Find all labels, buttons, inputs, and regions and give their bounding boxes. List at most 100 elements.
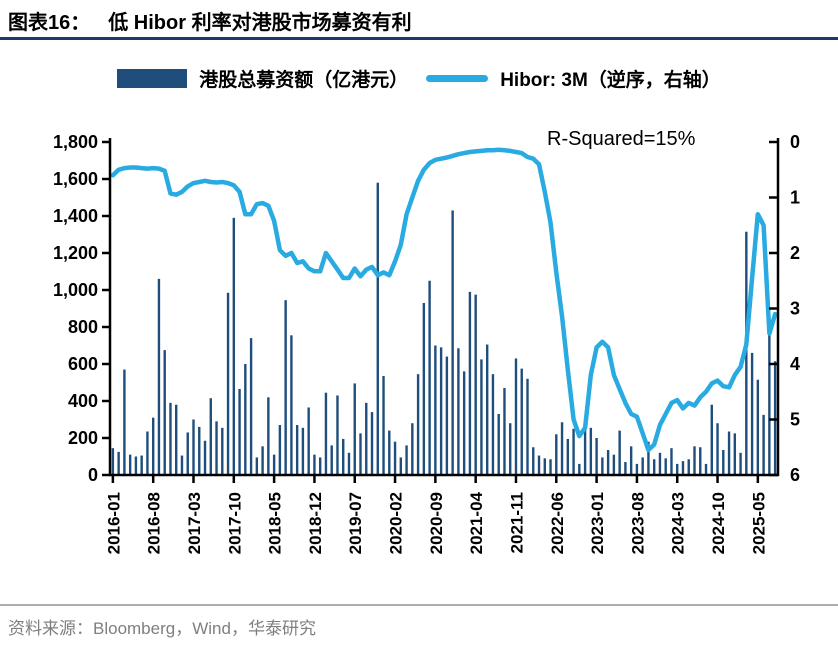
x-axis-tick-label: 2023-08 bbox=[628, 492, 647, 554]
fundraising-bar bbox=[359, 433, 362, 476]
fundraising-bar bbox=[370, 412, 374, 475]
fundraising-bar bbox=[543, 458, 546, 475]
fundraising-bar bbox=[134, 456, 138, 475]
fundraising-bar bbox=[290, 335, 293, 475]
legend-item-line-series: Hibor: 3M（逆序，右轴） bbox=[426, 65, 721, 92]
fundraising-bar bbox=[485, 344, 489, 475]
fundraising-bar bbox=[624, 462, 627, 475]
fundraising-bar bbox=[739, 452, 742, 475]
fundraising-bar bbox=[186, 432, 189, 475]
fundraising-bar bbox=[699, 447, 702, 475]
left-axis-tick-label: 1,800 bbox=[53, 132, 98, 152]
right-axis-tick-label: 0 bbox=[790, 132, 800, 152]
fundraising-bar bbox=[641, 457, 644, 475]
fundraising-bar bbox=[284, 300, 287, 475]
fundraising-bar bbox=[537, 455, 541, 475]
fundraising-bar bbox=[272, 454, 276, 475]
x-axis-tick-label: 2016-08 bbox=[145, 492, 164, 554]
x-axis-tick-label: 2022-06 bbox=[548, 492, 567, 554]
fundraising-bar bbox=[244, 364, 247, 475]
chart-title-row: 图表16： 低 Hibor 利率对港股市场募资有利 bbox=[0, 6, 838, 40]
fundraising-bar bbox=[226, 292, 230, 475]
fundraising-bar bbox=[330, 445, 333, 475]
fundraising-bar bbox=[658, 452, 662, 475]
fundraising-bar bbox=[198, 426, 201, 475]
x-axis-tick-label: 2023-01 bbox=[588, 492, 607, 554]
fundraising-bar bbox=[509, 423, 512, 475]
fundraising-bar bbox=[491, 374, 495, 475]
left-axis-tick-label: 200 bbox=[68, 428, 98, 448]
fundraising-bar bbox=[336, 395, 339, 475]
left-axis-tick-label: 400 bbox=[68, 391, 98, 411]
fundraising-bar bbox=[629, 446, 633, 475]
fundraising-bar bbox=[180, 455, 184, 475]
fundraising-bar bbox=[324, 392, 328, 475]
left-axis-tick-label: 800 bbox=[68, 317, 98, 337]
bar-series-swatch-icon bbox=[117, 68, 188, 88]
x-axis-tick-label: 2017-10 bbox=[225, 492, 244, 554]
fundraising-bar bbox=[773, 361, 777, 475]
fundraising-bar bbox=[451, 210, 454, 475]
fundraising-bar bbox=[203, 440, 207, 475]
x-axis-tick-label: 2025-05 bbox=[749, 492, 768, 554]
fundraising-bar bbox=[462, 371, 466, 475]
x-axis-tick-label: 2018-12 bbox=[306, 492, 325, 554]
fundraising-bar bbox=[468, 291, 472, 475]
left-axis-tick-label: 1,200 bbox=[53, 243, 98, 263]
left-axis-tick-label: 1,600 bbox=[53, 169, 98, 189]
line-series-swatch-icon bbox=[426, 74, 489, 82]
fundraising-bar bbox=[175, 404, 178, 475]
fundraising-bar bbox=[704, 463, 708, 475]
fundraising-bar bbox=[722, 450, 725, 475]
fundraising-bar bbox=[578, 463, 581, 475]
fundraising-bar bbox=[526, 378, 529, 475]
left-axis-tick-label: 0 bbox=[88, 465, 98, 485]
r-squared-annotation: R-Squared=15% bbox=[547, 128, 696, 150]
fundraising-bar bbox=[117, 451, 120, 476]
right-axis-tick-label: 1 bbox=[790, 188, 800, 208]
x-axis-tick-label: 2024-10 bbox=[709, 492, 728, 554]
fundraising-bar bbox=[278, 425, 282, 475]
fundraising-bar bbox=[750, 352, 754, 475]
fundraising-bar bbox=[664, 458, 667, 475]
fundraising-bar bbox=[693, 446, 696, 475]
fundraising-bar bbox=[445, 356, 449, 475]
fundraising-bar bbox=[249, 338, 253, 475]
fundraising-bar bbox=[635, 463, 639, 475]
fundraising-bar bbox=[128, 454, 132, 475]
fundraising-bar bbox=[606, 450, 610, 475]
fundraising-bar bbox=[457, 348, 460, 475]
chart-number-label: 图表16： bbox=[8, 12, 91, 34]
page-title: 低 Hibor 利率对港股市场募资有利 bbox=[108, 12, 412, 34]
fundraising-bar bbox=[514, 358, 518, 475]
fundraising-bar bbox=[347, 452, 351, 475]
fundraising-bar bbox=[474, 294, 477, 476]
fundraising-bar bbox=[710, 404, 713, 475]
left-axis-tick-label: 1,000 bbox=[53, 280, 98, 300]
hibor-line bbox=[110, 147, 778, 453]
fundraising-bar bbox=[318, 457, 322, 475]
fundraising-bar bbox=[768, 327, 771, 475]
fundraising-bar bbox=[428, 280, 431, 475]
fundraising-bar bbox=[762, 414, 765, 476]
line-series-label: Hibor: 3M（逆序，右轴） bbox=[500, 69, 721, 91]
fundraising-bar bbox=[589, 427, 593, 475]
fundraising-bar bbox=[549, 459, 552, 475]
right-axis-tick-label: 2 bbox=[790, 243, 800, 263]
right-axis-tick-label: 5 bbox=[790, 410, 800, 430]
fundraising-bar bbox=[480, 359, 483, 476]
fundraising-bar bbox=[140, 455, 143, 475]
fundraising-bar bbox=[209, 398, 212, 475]
fundraising-bar bbox=[163, 350, 166, 476]
x-axis-tick-label: 2020-02 bbox=[387, 492, 406, 554]
x-axis-tick-label: 2021-11 bbox=[507, 492, 526, 553]
fundraising-bar bbox=[416, 374, 420, 475]
fundraising-bar bbox=[647, 441, 650, 475]
x-axis-tick-label: 2017-03 bbox=[185, 492, 204, 554]
fundraising-bar bbox=[307, 407, 310, 475]
fundraising-bar bbox=[123, 369, 126, 475]
fundraising-bar bbox=[520, 368, 523, 476]
